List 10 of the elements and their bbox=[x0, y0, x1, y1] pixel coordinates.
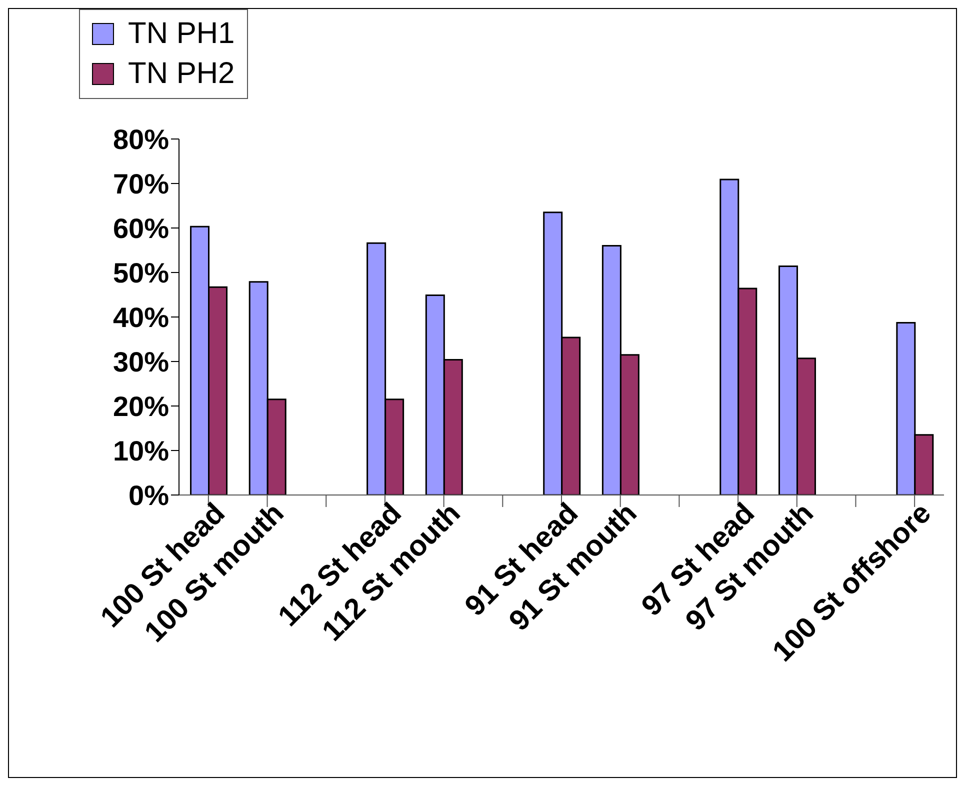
y-tick-label: 50% bbox=[112, 257, 170, 288]
y-tick-label: 30% bbox=[112, 346, 170, 378]
y-tick-label: 80% bbox=[112, 124, 170, 155]
y-tick-label: 20% bbox=[112, 390, 170, 422]
legend-label: TN PH1 bbox=[127, 16, 235, 52]
y-tick-label: 60% bbox=[112, 212, 170, 244]
legend-label: TN PH2 bbox=[127, 56, 235, 92]
y-tick-label: 70% bbox=[112, 168, 170, 200]
y-tick-label: 10% bbox=[112, 435, 170, 466]
y-tick-label: 40% bbox=[112, 302, 170, 333]
